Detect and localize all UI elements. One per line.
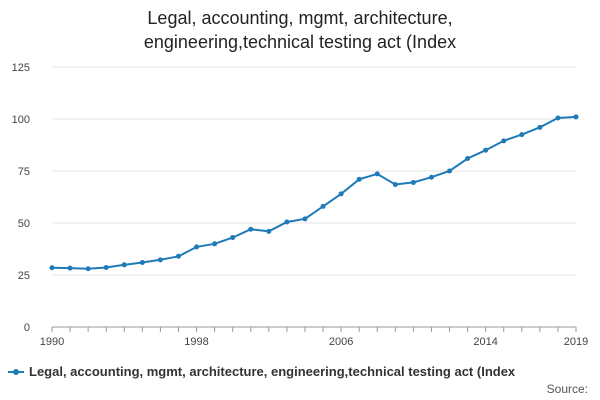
data-point: [374, 171, 380, 177]
data-point: [266, 228, 272, 234]
data-point: [157, 257, 163, 263]
chart-title: Legal, accounting, mgmt, architecture, e…: [0, 6, 600, 54]
data-point: [338, 191, 344, 197]
y-axis: 0 25 50 75 100 125: [12, 62, 30, 334]
data-point: [103, 265, 109, 271]
data-point: [320, 203, 326, 209]
data-point: [392, 182, 398, 188]
data-point: [139, 260, 145, 266]
data-point: [356, 176, 362, 182]
y-tick-label: 25: [18, 270, 30, 282]
data-point: [428, 174, 434, 180]
data-point: [67, 265, 73, 271]
legend-swatch-dot: [13, 368, 19, 375]
x-tick-label: 1998: [184, 336, 208, 348]
data-point: [230, 235, 236, 241]
data-point: [519, 132, 525, 138]
data-point: [85, 266, 91, 272]
data-point: [537, 124, 543, 130]
legend: Legal, accounting, mgmt, architecture, e…: [8, 364, 592, 379]
y-tick-label: 75: [18, 166, 30, 178]
y-tick-label: 50: [18, 218, 30, 230]
x-tick-label: 1990: [40, 336, 64, 348]
source-label: Source:: [546, 382, 588, 396]
data-point: [121, 262, 127, 268]
data-point: [501, 138, 507, 144]
data-point: [175, 253, 181, 259]
data-point: [49, 265, 55, 271]
gridlines: [52, 66, 576, 276]
data-point: [212, 241, 218, 247]
series-layer: [49, 114, 579, 272]
data-point: [555, 115, 561, 121]
data-point: [248, 226, 254, 232]
data-point: [194, 244, 200, 250]
x-tick-label: 2006: [329, 336, 353, 348]
x-axis: 1990 1998 2006 2014 2019: [40, 326, 588, 348]
y-tick-label: 100: [12, 114, 30, 126]
data-point: [573, 114, 579, 120]
y-tick-label: 0: [24, 322, 30, 334]
y-tick-label: 125: [12, 62, 30, 74]
data-point: [465, 156, 471, 162]
series-line: [51, 115, 577, 270]
data-point: [302, 216, 308, 222]
x-tick-label: 2019: [564, 336, 588, 348]
data-point: [483, 147, 489, 153]
data-point: [447, 168, 453, 174]
legend-swatch-icon: [8, 367, 24, 377]
chart-title-line-1: Legal, accounting, mgmt, architecture,: [147, 8, 453, 28]
x-tick-label: 2014: [473, 336, 497, 348]
legend-label: Legal, accounting, mgmt, architecture, e…: [29, 364, 516, 379]
chart-title-line-2: engineering,technical testing act (Index: [143, 32, 457, 52]
data-point: [410, 179, 416, 185]
data-point: [284, 219, 290, 225]
